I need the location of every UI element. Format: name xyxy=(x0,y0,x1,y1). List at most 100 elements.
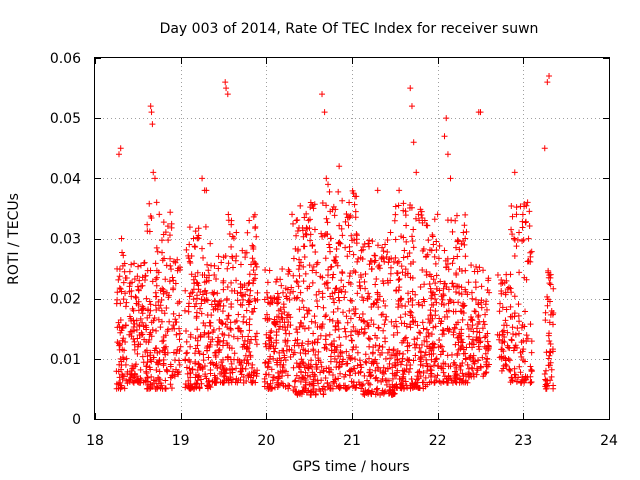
data-point xyxy=(307,373,314,380)
data-point xyxy=(345,279,352,286)
data-point xyxy=(392,352,399,359)
data-point xyxy=(446,296,453,303)
data-point xyxy=(194,269,201,276)
data-point xyxy=(550,382,557,389)
data-point xyxy=(508,203,515,210)
data-point xyxy=(244,343,251,350)
data-point xyxy=(354,290,361,297)
data-point xyxy=(336,240,343,247)
data-point xyxy=(468,262,475,269)
data-point xyxy=(379,375,386,382)
data-point xyxy=(249,255,256,262)
data-point xyxy=(232,379,239,386)
data-point xyxy=(299,297,306,304)
data-point xyxy=(514,325,521,332)
data-point xyxy=(229,264,236,271)
data-point xyxy=(333,364,340,371)
data-point xyxy=(310,388,317,395)
data-point xyxy=(172,259,179,266)
data-point xyxy=(154,384,161,391)
data-point xyxy=(159,257,166,264)
data-point xyxy=(334,344,341,351)
data-point xyxy=(246,327,253,334)
data-point xyxy=(374,242,381,249)
data-point xyxy=(275,373,282,380)
data-point xyxy=(307,237,314,244)
data-point xyxy=(369,350,376,357)
data-point xyxy=(128,261,135,268)
data-point xyxy=(392,254,399,261)
data-point xyxy=(548,308,555,315)
data-point xyxy=(130,323,137,330)
data-point xyxy=(382,316,389,323)
data-point xyxy=(343,313,350,320)
data-point xyxy=(337,342,344,349)
data-point xyxy=(218,359,225,366)
data-point xyxy=(430,362,437,369)
data-point xyxy=(134,335,141,342)
data-point xyxy=(370,321,377,328)
data-point xyxy=(348,298,355,305)
data-point xyxy=(468,289,475,296)
data-point xyxy=(186,293,193,300)
data-point xyxy=(144,374,151,381)
data-point xyxy=(392,318,399,325)
data-point xyxy=(324,279,331,286)
data-point xyxy=(426,271,433,278)
data-point xyxy=(547,349,554,356)
data-point xyxy=(147,307,154,314)
data-point xyxy=(146,336,153,343)
data-point xyxy=(519,211,526,218)
data-point xyxy=(414,373,421,380)
data-point xyxy=(323,175,330,182)
data-point xyxy=(234,325,241,332)
data-point xyxy=(155,298,162,305)
data-point xyxy=(461,241,468,248)
data-point xyxy=(374,334,381,341)
data-point xyxy=(450,283,457,290)
data-point xyxy=(249,361,256,368)
data-point xyxy=(339,232,346,239)
data-point xyxy=(498,290,505,297)
data-point xyxy=(347,270,354,277)
data-point xyxy=(222,79,229,86)
data-point xyxy=(228,360,235,367)
data-point xyxy=(472,308,479,315)
data-point xyxy=(302,270,309,277)
data-point xyxy=(182,384,189,391)
data-point xyxy=(395,304,402,311)
data-point xyxy=(150,354,157,361)
data-point xyxy=(126,268,133,275)
data-point xyxy=(156,211,163,218)
data-point xyxy=(526,208,533,215)
data-point xyxy=(300,278,307,285)
data-point xyxy=(445,300,452,307)
data-point xyxy=(410,139,417,146)
data-point xyxy=(309,369,316,376)
data-point xyxy=(393,372,400,379)
data-point xyxy=(219,362,226,369)
data-point xyxy=(237,328,244,335)
y-tick-label: 0.02 xyxy=(50,292,81,308)
plot-frame xyxy=(94,57,610,420)
data-point xyxy=(406,250,413,257)
data-point xyxy=(320,383,327,390)
data-point xyxy=(443,375,450,382)
data-point xyxy=(130,379,137,386)
data-point xyxy=(153,366,160,373)
data-point xyxy=(306,307,313,314)
data-point xyxy=(354,362,361,369)
data-point xyxy=(171,357,178,364)
data-point xyxy=(440,327,447,334)
data-point xyxy=(469,336,476,343)
data-point xyxy=(192,228,199,235)
data-point xyxy=(139,319,146,326)
data-point xyxy=(146,228,153,235)
data-point xyxy=(546,319,553,326)
data-point xyxy=(385,279,392,286)
data-point xyxy=(319,321,326,328)
data-point xyxy=(299,374,306,381)
data-point xyxy=(300,243,307,250)
data-point xyxy=(336,222,343,229)
data-point xyxy=(341,294,348,301)
